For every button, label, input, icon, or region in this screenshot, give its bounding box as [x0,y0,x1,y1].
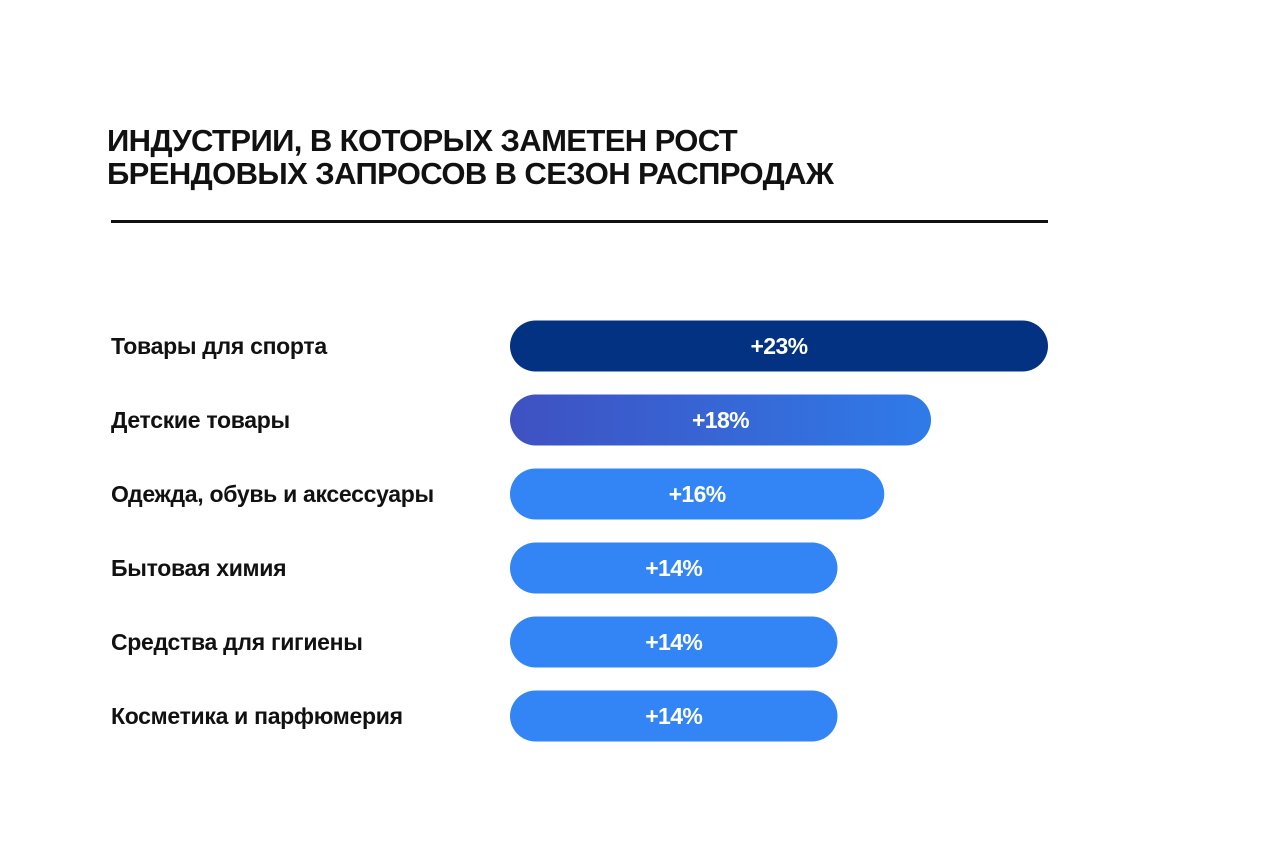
bar-value-label: +18% [692,407,749,433]
category-label: Одежда, обувь и аксессуары [111,481,434,507]
bar [510,690,838,742]
chart-title: ИНДУСТРИИ, В КОТОРЫХ ЗАМЕТЕН РОСТ БРЕНДО… [107,124,1057,190]
category-label: Косметика и парфюмерия [111,703,403,729]
bar-value-label: +14% [645,703,702,729]
bars-group: Товары для спорта +23% Детские товары +18% О… [111,320,1048,742]
bar [510,616,838,668]
category-label: Детские товары [111,407,290,433]
chart-title-line-2: БРЕНДОВЫХ ЗАПРОСОВ В СЕЗОН РАСПРОДАЖ [107,156,834,191]
title-divider [111,220,1048,223]
bar-value-label: +14% [645,629,702,655]
category-label: Средства для гигиены [111,629,363,655]
category-label: Товары для спорта [111,333,327,359]
bar-value-label: +23% [750,333,807,359]
bar [510,542,838,594]
bar-value-label: +14% [645,555,702,581]
bar [510,394,932,446]
bar [510,468,885,520]
bar [510,320,1048,372]
chart-title-line-1: ИНДУСТРИИ, В КОТОРЫХ ЗАМЕТЕН РОСТ [107,123,738,158]
bar-value-label: +16% [669,481,726,507]
category-label: Бытовая химия [111,555,286,581]
